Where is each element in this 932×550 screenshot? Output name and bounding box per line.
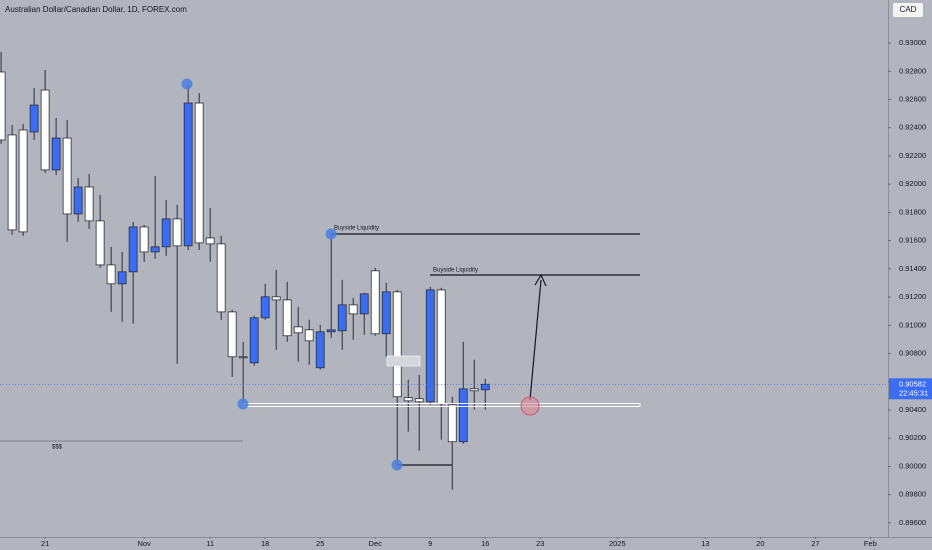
y-tick-label: 0.91200 xyxy=(899,292,926,301)
target-circle xyxy=(520,396,540,416)
candle-body xyxy=(469,388,479,392)
x-tick-label: Nov xyxy=(137,539,151,548)
currency-box[interactable] xyxy=(893,3,923,17)
chart-title: Australian Dollar/Canadian Dollar, 1D, F… xyxy=(5,5,187,14)
arrow-head xyxy=(534,273,547,287)
candle-body xyxy=(260,296,270,319)
candle-body xyxy=(249,317,259,364)
candle-body xyxy=(128,226,138,273)
candle-body xyxy=(447,404,457,443)
y-tick-label: 0.93000 xyxy=(899,38,926,47)
drawings: $$$ Buyside Liquidity Buyside Liquidity xyxy=(0,78,641,471)
candle-body xyxy=(337,304,347,332)
candle-body xyxy=(205,237,215,245)
x-tick-label: 21 xyxy=(41,539,49,548)
candle-body xyxy=(95,220,105,266)
candle-body xyxy=(381,291,391,335)
y-tick-label: 0.92600 xyxy=(899,94,926,103)
annotation: $$$ xyxy=(52,445,63,451)
candle-body xyxy=(62,137,72,215)
y-tick-label: 0.91400 xyxy=(899,264,926,273)
annotation: Buyside Liquidity xyxy=(334,226,379,232)
candle-body xyxy=(282,299,292,337)
x-tick-label: 9 xyxy=(428,539,432,548)
x-tick-label: 20 xyxy=(756,539,764,548)
candle-body xyxy=(458,388,468,443)
swing-marker xyxy=(391,459,403,471)
candle-body xyxy=(51,137,61,171)
x-tick-label: Dec xyxy=(369,539,383,548)
x-tick-label: Feb xyxy=(864,539,877,548)
candle-body xyxy=(348,304,358,315)
last-price-label: 0.90582 xyxy=(899,379,926,388)
candle-body xyxy=(194,102,204,244)
swing-marker xyxy=(181,78,193,90)
y-tick-label: 0.92400 xyxy=(899,123,926,132)
x-tick-label: 11 xyxy=(206,539,214,548)
y-tick-label: 0.91800 xyxy=(899,207,926,216)
y-tick-label: 0.90000 xyxy=(899,461,926,470)
candle-body xyxy=(392,291,402,398)
candle-body xyxy=(326,329,336,333)
candle-body xyxy=(73,186,83,215)
x-tick-label: 27 xyxy=(811,539,819,548)
candle-body xyxy=(139,226,149,253)
candle-body xyxy=(425,289,435,403)
candle-body xyxy=(359,293,369,315)
candle-body xyxy=(436,289,446,405)
countdown-label: 22:45:31 xyxy=(899,388,928,397)
candle-body xyxy=(172,218,182,247)
candle-body xyxy=(106,264,116,285)
candle-body xyxy=(40,89,50,171)
swing-marker xyxy=(237,398,249,410)
y-tick-label: 0.92200 xyxy=(899,151,926,160)
x-tick-label: 16 xyxy=(481,539,489,548)
last-price-box xyxy=(889,378,932,400)
x-tick-label: 25 xyxy=(316,539,324,548)
candle-body xyxy=(216,243,226,313)
candle-body xyxy=(84,186,94,222)
x-tick-label: 23 xyxy=(536,539,544,548)
arrow xyxy=(529,279,542,401)
candle-body xyxy=(150,246,160,253)
gap-box xyxy=(386,355,421,367)
candle-body xyxy=(315,331,325,369)
candle-body xyxy=(370,270,380,335)
candle-body xyxy=(293,326,303,334)
swing-marker xyxy=(325,228,337,240)
y-tick-label: 0.90200 xyxy=(899,433,926,442)
y-tick-label: 0.89800 xyxy=(899,490,926,499)
annotation: Buyside Liquidity xyxy=(433,268,478,274)
y-tick-label: 0.89600 xyxy=(899,518,926,527)
candle-body xyxy=(117,271,127,285)
x-tick-label: 2025 xyxy=(609,539,626,548)
candle-body xyxy=(414,398,424,403)
candle-body xyxy=(183,102,193,247)
y-tick-label: 0.91000 xyxy=(899,320,926,329)
candle-body xyxy=(304,329,314,342)
y-tick-label: 0.90400 xyxy=(899,405,926,414)
candle-body xyxy=(227,311,237,358)
y-tick-label: 0.91600 xyxy=(899,236,926,245)
candle-body xyxy=(29,104,39,133)
x-tick-label: 13 xyxy=(701,539,709,548)
candle-body xyxy=(238,356,248,359)
y-tick-label: 0.90800 xyxy=(899,349,926,358)
candle-body xyxy=(18,129,28,233)
candle-body xyxy=(480,383,490,391)
y-tick-label: 0.92800 xyxy=(899,66,926,75)
currency-label[interactable]: CAD xyxy=(900,5,917,14)
y-tick-label: 0.92000 xyxy=(899,179,926,188)
candle-body xyxy=(271,296,281,301)
x-tick-label: 18 xyxy=(261,539,269,548)
candle-body xyxy=(0,71,6,141)
candle-body xyxy=(403,397,413,402)
candle-body xyxy=(161,218,171,248)
candle-body xyxy=(7,134,17,231)
